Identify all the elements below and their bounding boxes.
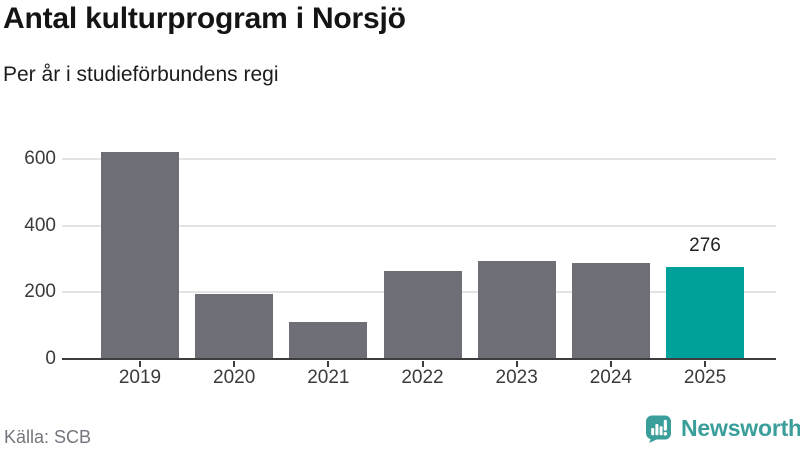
x-axis-line xyxy=(62,358,776,360)
bar-2022 xyxy=(383,270,462,359)
gridline-400 xyxy=(62,224,776,227)
chart-subtitle: Per år i studieförbundens regi xyxy=(3,63,279,86)
bar-2020 xyxy=(195,293,274,359)
x-axis-tick xyxy=(609,361,612,367)
x-axis-tick xyxy=(139,361,141,367)
bar-chart: 0 200 400 600 2019 2020 2021 2022 2023 2024 2025 27… xyxy=(0,130,800,410)
bar-2019 xyxy=(101,152,179,359)
y-axis-tick-label: 200 xyxy=(24,281,56,303)
x-axis-tick xyxy=(233,361,236,367)
bar-2024 xyxy=(571,262,650,359)
bar-2021 xyxy=(289,322,368,359)
bar-2023 xyxy=(477,261,556,359)
newsworthy-logo-link[interactable]: Newsworthy xyxy=(644,414,800,443)
y-axis-tick-label: 600 xyxy=(24,147,56,169)
bar-value-label: 276 xyxy=(689,234,721,256)
x-axis-tick xyxy=(704,361,707,367)
x-axis-tick-label: 2019 xyxy=(118,367,162,388)
newsworthy-brand-name: Newsworthy xyxy=(681,415,800,441)
x-axis-tick-label: 2025 xyxy=(683,367,727,388)
chart-title: Antal kulturprogram i Norsjö xyxy=(3,2,406,35)
x-axis-tick-label: 2022 xyxy=(401,367,444,388)
newsworthy-bubble-chart-icon xyxy=(644,414,673,443)
x-axis-tick-label: 2023 xyxy=(495,367,538,388)
source-note: Källa: SCB xyxy=(4,427,92,447)
gridline-600 xyxy=(62,157,776,160)
x-axis-tick xyxy=(515,361,518,367)
y-axis-tick-label: 0 xyxy=(45,348,56,369)
x-axis-tick-label: 2021 xyxy=(307,367,350,388)
y-axis-tick-label: 400 xyxy=(24,214,56,236)
x-axis-tick-label: 2020 xyxy=(213,367,256,388)
x-axis-tick xyxy=(327,361,330,367)
x-axis-tick-label: 2024 xyxy=(589,367,632,388)
bar-2025 xyxy=(666,266,745,359)
x-axis-tick xyxy=(421,361,424,367)
